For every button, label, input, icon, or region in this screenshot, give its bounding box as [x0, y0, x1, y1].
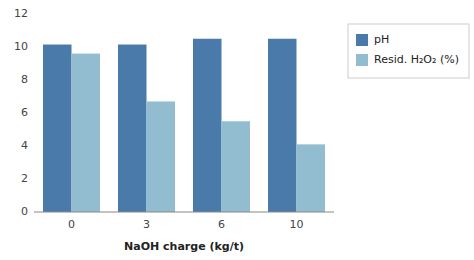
bars — [43, 39, 325, 212]
x-axis-line — [34, 212, 334, 213]
bar — [147, 101, 176, 212]
x-tick-label: 3 — [143, 218, 150, 231]
x-tick-label: 0 — [68, 218, 75, 231]
y-tick-label: 4 — [21, 139, 28, 152]
x-tick-label: 6 — [218, 218, 225, 231]
chart: 0 2 4 6 8 10 12 0 3 6 10 NaOH charge (kg/t) pH Resid.… — [0, 0, 474, 260]
y-tick-label: 6 — [21, 106, 28, 119]
bar — [268, 39, 297, 212]
legend-frame — [348, 24, 469, 78]
y-tick-label: 12 — [14, 7, 28, 20]
bar — [193, 39, 222, 212]
legend-swatch — [356, 54, 368, 66]
legend-label: pH — [374, 33, 389, 46]
y-tick-label: 2 — [21, 172, 28, 185]
bar — [222, 121, 251, 212]
legend-label: Resid. H₂O₂ (%) — [374, 53, 459, 66]
legend-swatch — [356, 34, 368, 46]
x-tick-label: 10 — [290, 218, 304, 231]
bar — [118, 45, 147, 212]
bar — [72, 54, 101, 212]
chart-container: 0 2 4 6 8 10 12 0 3 6 10 NaOH charge (kg/t) pH Resid.… — [0, 0, 474, 260]
y-tick-label: 8 — [21, 73, 28, 86]
legend: pH Resid. H₂O₂ (%) — [348, 24, 469, 78]
bar — [297, 144, 326, 212]
y-tick-label: 0 — [21, 205, 28, 218]
x-axis-label: NaOH charge (kg/t) — [124, 240, 244, 253]
y-tick-label: 10 — [14, 40, 28, 53]
bar — [43, 45, 72, 212]
